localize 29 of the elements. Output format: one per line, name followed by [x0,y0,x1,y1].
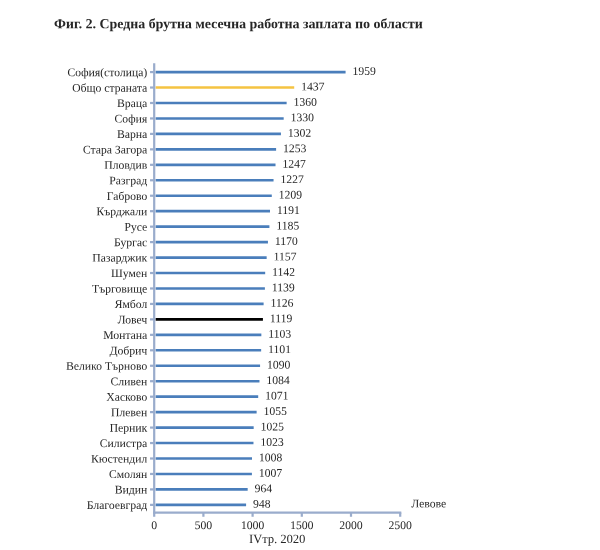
bar [154,423,257,432]
bar [154,361,263,370]
bar [154,160,279,169]
bar [154,408,260,417]
bar [154,145,279,154]
bar [154,454,255,463]
bar [154,207,273,216]
bar [154,222,273,231]
bar [154,330,265,339]
bar [154,238,271,247]
bar [154,83,297,92]
bar [154,485,251,494]
bar [154,191,275,200]
bar [154,284,268,293]
bar [154,114,287,123]
bar [154,469,255,479]
bar [154,315,266,324]
bar [154,67,349,77]
bar [154,377,263,386]
bar [154,253,270,262]
bar [154,346,264,355]
bar [154,299,267,309]
bar [154,438,257,448]
bar [154,176,277,185]
bar [154,129,284,138]
bar [154,500,249,509]
bar [154,392,261,401]
bar [154,98,290,108]
bar [154,268,268,278]
